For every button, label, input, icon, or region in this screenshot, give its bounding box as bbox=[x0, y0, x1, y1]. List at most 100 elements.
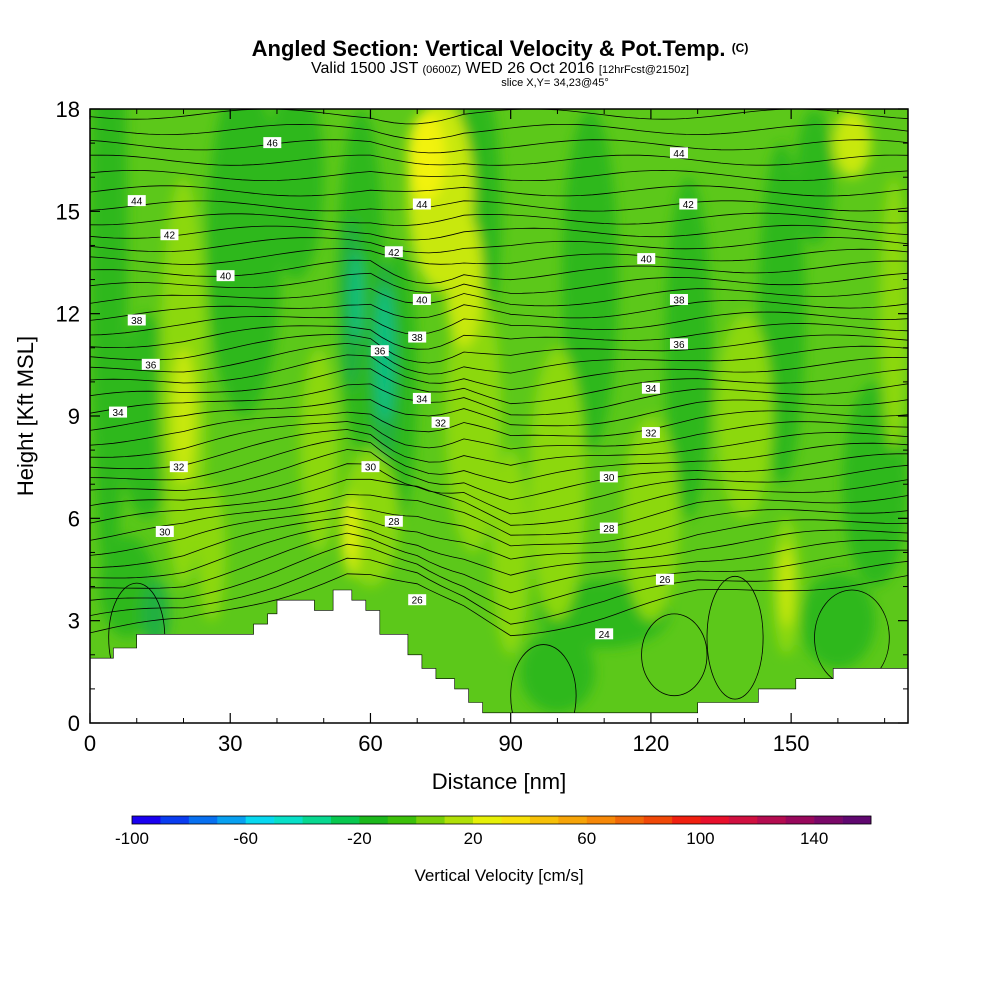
valid-date: WED 26 Oct 2016 bbox=[465, 60, 595, 77]
isotherm-line bbox=[90, 557, 908, 625]
colorbar-tick-label: 140 bbox=[800, 829, 828, 848]
isotherm-label-text: 32 bbox=[645, 429, 657, 440]
isotherm-label-bg bbox=[216, 270, 235, 282]
isotherm-line bbox=[90, 449, 908, 501]
isotherm-line bbox=[90, 573, 908, 637]
x-tick-label: 120 bbox=[633, 731, 670, 756]
velocity-feature bbox=[622, 415, 679, 621]
isotherm-label: 36 bbox=[141, 358, 160, 371]
isotherm-line bbox=[90, 506, 908, 556]
isotherm-label: 38 bbox=[669, 294, 688, 307]
isotherm-label: 26 bbox=[408, 594, 427, 607]
isotherm-label: 32 bbox=[431, 416, 450, 429]
isotherm-label-bg bbox=[384, 246, 403, 258]
isotherm-label-text: 36 bbox=[374, 347, 386, 358]
colorbar-tick-label: -20 bbox=[347, 829, 372, 848]
isotherm-label-bg bbox=[679, 198, 698, 210]
colorbar: -100 -60 -20 20 60 100 140 bbox=[115, 815, 872, 848]
isotherm-line bbox=[90, 139, 908, 154]
isotherm-label-bg bbox=[408, 594, 427, 606]
isotherm-label-text: 38 bbox=[673, 296, 685, 307]
colorbar-swatch bbox=[473, 816, 502, 824]
isotherm-line bbox=[90, 368, 908, 405]
y-tick-label: 3 bbox=[68, 609, 80, 634]
slice-info: slice X,Y= 34,23@45° bbox=[501, 77, 609, 89]
isotherm-line bbox=[90, 478, 908, 526]
isotherm-label-text: 46 bbox=[267, 139, 279, 150]
colorbar-swatch bbox=[501, 816, 531, 824]
colorbar-swatch bbox=[785, 816, 815, 824]
isotherm-label-text: 34 bbox=[112, 408, 124, 419]
isotherm-label-text: 30 bbox=[603, 473, 615, 484]
isotherm-line bbox=[90, 524, 908, 579]
isotherm-line bbox=[90, 236, 908, 254]
isotherm-line bbox=[90, 342, 908, 375]
isotherm-label-bg bbox=[412, 198, 431, 210]
isotherm-label-text: 28 bbox=[388, 517, 400, 528]
isotherm-label-bg bbox=[155, 525, 174, 537]
isotherm-label-bg bbox=[160, 229, 179, 241]
isotherm-line bbox=[90, 493, 908, 541]
isotherm-label-bg bbox=[669, 147, 688, 159]
isotherm-labels: 46 44 44 44 42 42 42 40 40 40 38 38 38 36 36 36 34 34 34 32… bbox=[109, 137, 698, 641]
isotherm-line bbox=[90, 154, 908, 166]
isotherm-label-text: 30 bbox=[159, 527, 171, 538]
plot-area: 46 44 44 44 42 42 42 40 40 40 38 38 38 36 36 36 34 34 34 32… bbox=[90, 109, 908, 723]
isotherm-label-text: 42 bbox=[388, 248, 400, 259]
isotherm-line bbox=[90, 123, 908, 140]
colorbar-tick-label: 20 bbox=[464, 829, 483, 848]
x-tick-label: 0 bbox=[84, 731, 96, 756]
isotherm-label: 32 bbox=[169, 461, 188, 474]
chart-title-unit: (C) bbox=[731, 41, 749, 55]
colorbar-swatch bbox=[643, 816, 673, 824]
isotherm-label-bg bbox=[127, 195, 146, 207]
isotherm-label-bg bbox=[361, 461, 380, 473]
colorbar-frame bbox=[131, 815, 872, 825]
isotherm-label-text: 30 bbox=[365, 463, 377, 474]
isotherm-line bbox=[706, 575, 764, 700]
velocity-feature bbox=[197, 484, 226, 621]
isotherm-label: 44 bbox=[127, 195, 146, 208]
velocity-feature bbox=[664, 177, 712, 519]
colorbar-swatch bbox=[728, 816, 758, 824]
isotherm-line bbox=[90, 543, 908, 611]
velocity-feature bbox=[342, 504, 352, 560]
velocity-feature bbox=[445, 279, 502, 553]
isotherm-label-text: 44 bbox=[673, 149, 685, 160]
isotherm-label-bg bbox=[384, 515, 403, 527]
isotherm-label-bg bbox=[595, 628, 614, 640]
isotherm-label: 30 bbox=[599, 471, 618, 484]
isotherm-line bbox=[90, 410, 908, 446]
isotherm-label-bg bbox=[599, 471, 618, 483]
isotherm-label: 42 bbox=[384, 246, 403, 259]
velocity-feature bbox=[800, 572, 876, 669]
colorbar-tick-label: 60 bbox=[577, 829, 596, 848]
colorbar-swatch bbox=[274, 816, 303, 824]
colorbar-swatch bbox=[188, 816, 218, 824]
isotherm-label-bg bbox=[263, 137, 282, 149]
isotherm-label-text: 40 bbox=[641, 255, 653, 266]
isotherm-label: 34 bbox=[412, 392, 431, 405]
colorbar-swatch bbox=[586, 816, 616, 824]
isotherm-label-bg bbox=[641, 427, 660, 439]
isotherm-line bbox=[641, 613, 708, 697]
isotherm-line bbox=[510, 644, 577, 723]
isotherm-line bbox=[90, 248, 908, 265]
colorbar-swatch bbox=[444, 816, 474, 824]
colorbar-swatch bbox=[416, 816, 445, 824]
isotherm-label-bg bbox=[431, 416, 450, 428]
x-tick-label: 60 bbox=[358, 731, 382, 756]
velocity-feature bbox=[795, 109, 834, 246]
isotherm-label-bg bbox=[408, 331, 427, 343]
isotherm-label-text: 24 bbox=[599, 630, 611, 641]
colorbar-swatch bbox=[330, 816, 360, 824]
colorbar-swatch bbox=[160, 816, 190, 824]
isotherm-line bbox=[90, 287, 908, 307]
velocity-feature bbox=[491, 450, 530, 655]
velocity-feature bbox=[407, 112, 446, 202]
isotherm-label-text: 26 bbox=[659, 575, 671, 586]
isotherm-line bbox=[90, 421, 908, 458]
isotherm-label-bg bbox=[127, 314, 146, 326]
x-axis-title: Distance [nm] bbox=[432, 769, 567, 794]
